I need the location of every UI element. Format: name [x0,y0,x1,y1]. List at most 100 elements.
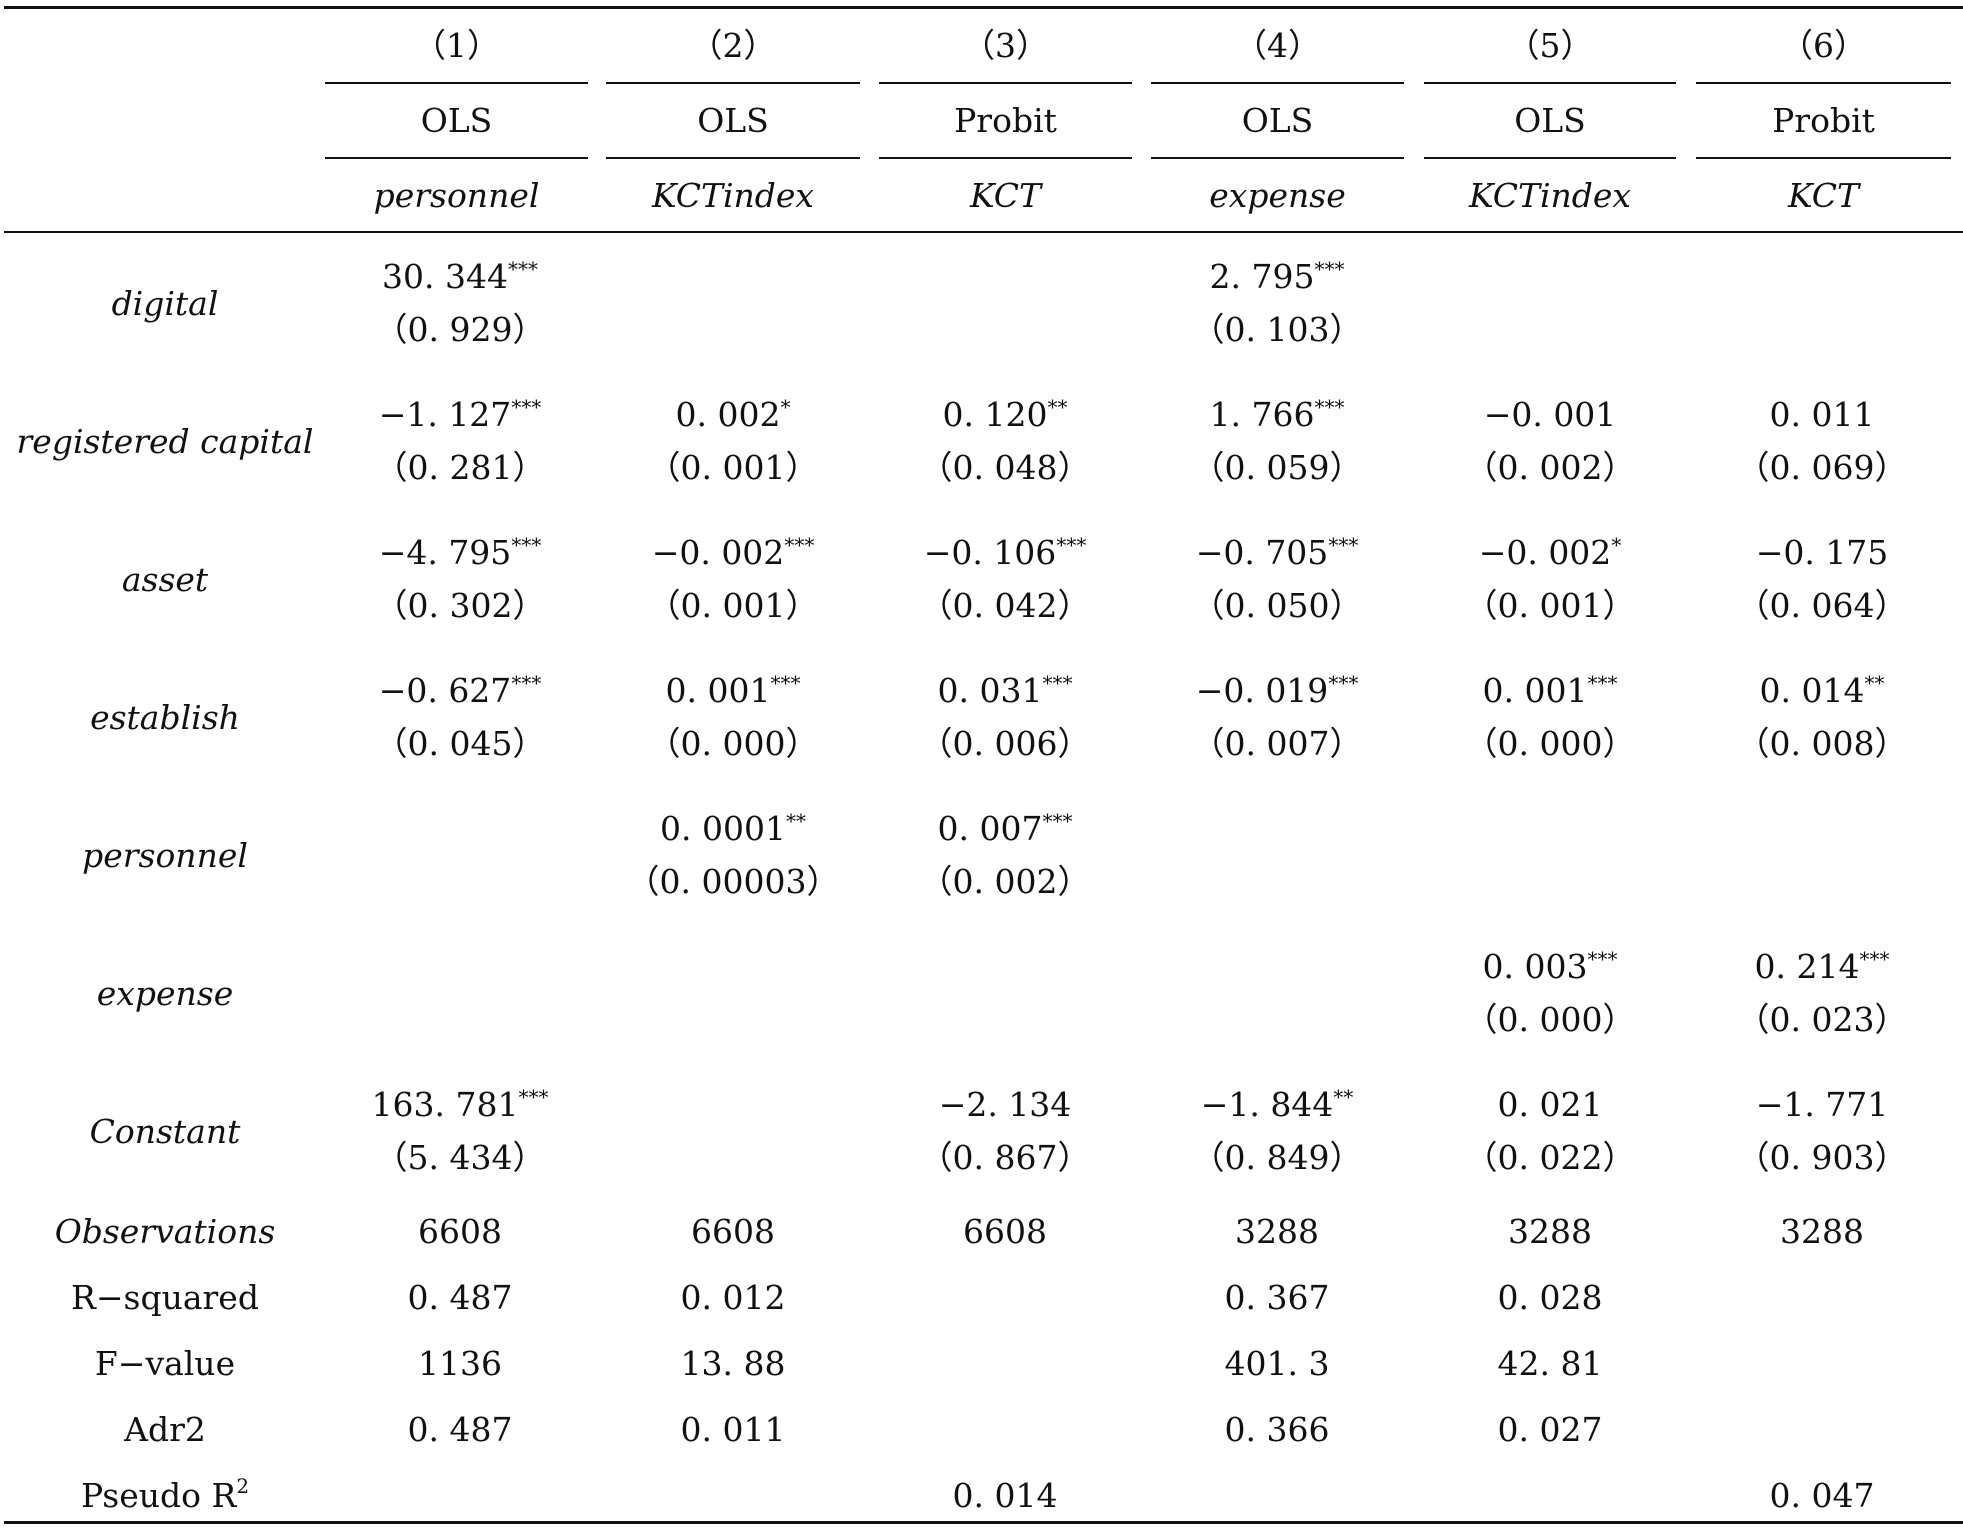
significance-stars: *** [1314,395,1345,419]
stat-label-text: F−value [94,1344,236,1383]
column-method: OLS [697,101,769,140]
significance-stars: *** [511,533,542,557]
stat-value: 401. 3 [1224,1344,1330,1383]
stat-value: 0. 014 [952,1476,1058,1515]
significance-stars: ** [1333,1085,1354,1109]
significance-stars: ** [785,809,806,833]
standard-error: （0. 103） [1191,310,1363,349]
significance-stars: *** [511,671,542,695]
standard-error: （0. 000） [647,724,819,763]
coefficient: −0. 175 [1755,533,1889,572]
coefficient: 0. 0001 [660,809,786,848]
table-cell: 30. 344*** （0. 929） [330,257,590,350]
table-cell: 1. 766*** （0. 059） [1147,395,1407,488]
row-label: Constant [89,1112,241,1151]
table-cell: −2. 134 （0. 867） [875,1085,1135,1178]
stat-label: Adr2 [0,1410,330,1450]
significance-stars: *** [770,671,801,695]
coefficient: 0. 031 [937,671,1043,710]
stat-label: Pseudo R2 [0,1476,330,1516]
coefficient: 0. 021 [1497,1085,1603,1124]
stat-value: 6608 [691,1212,775,1251]
column-method: OLS [1514,101,1586,140]
significance-stars: *** [507,257,538,281]
significance-stars: *** [1587,671,1618,695]
standard-error: （0. 002） [919,862,1091,901]
table-cell: −1. 127*** （0. 281） [330,395,590,488]
significance-stars: * [780,395,791,419]
stat-value: 0. 366 [1224,1410,1330,1449]
table-cell: 0. 014** （0. 008） [1692,671,1952,764]
table-cell [603,1085,863,1098]
coefficient: 0. 002 [675,395,781,434]
standard-error: （0. 045） [374,724,546,763]
coefficient: −0. 627 [378,671,512,710]
coefficient: −0. 019 [1195,671,1329,710]
column-subrule [325,82,588,84]
standard-error: （0. 001） [647,586,819,625]
column-dependent-variable: personnel [373,176,540,215]
row-label: expense [96,974,234,1013]
column-subrule [606,82,860,84]
significance-stars: *** [1042,809,1073,833]
stat-value: 3288 [1235,1212,1319,1251]
significance-stars: *** [1328,671,1359,695]
table-cell: −0. 106*** （0. 042） [875,533,1135,626]
standard-error: （0. 867） [919,1138,1091,1177]
column-number: （5） [1506,26,1594,65]
table-cell: 0. 011 （0. 069） [1692,395,1952,488]
column-number: （6） [1780,26,1867,65]
table-cell [1147,809,1407,822]
standard-error: （0. 048） [919,448,1091,487]
column-method: OLS [1241,101,1314,140]
significance-stars: *** [1859,947,1890,971]
coefficient: 0. 003 [1482,947,1588,986]
significance-stars: *** [518,1085,549,1109]
column-subrule [879,82,1132,84]
stat-value: 0. 011 [680,1410,786,1449]
table-cell [603,947,863,960]
table-cell [1420,257,1680,270]
coefficient: 2. 795 [1209,257,1315,296]
standard-error: （0. 281） [374,448,546,487]
stat-label-text: Observations [54,1212,276,1251]
stat-label-text: R−squared [71,1278,259,1317]
coefficient: −0. 002 [651,533,785,572]
coefficient: 163. 781 [371,1085,519,1124]
stat-value: 0. 012 [680,1278,786,1317]
stat-value: 0. 027 [1497,1410,1603,1449]
standard-error: （0. 022） [1464,1138,1636,1177]
table-cell [603,257,863,270]
standard-error: （0. 849） [1191,1138,1363,1177]
table-cell [1692,809,1952,822]
column-method: Probit [954,101,1057,140]
table-cell: 2. 795*** （0. 103） [1147,257,1407,350]
stat-value: 6608 [963,1212,1047,1251]
coefficient: −0. 001 [1483,395,1617,434]
coefficient: −0. 106 [923,533,1057,572]
table-cell: 0. 007*** （0. 002） [875,809,1135,902]
standard-error: （0. 929） [374,310,546,349]
table-cell: −0. 002*** （0. 001） [603,533,863,626]
stat-label: F−value [0,1344,330,1384]
table-cell [875,257,1135,270]
stat-value: 42. 81 [1497,1344,1603,1383]
table-cell: 0. 120** （0. 048） [875,395,1135,488]
column-number: （1） [413,26,500,65]
stat-value: 0. 367 [1224,1278,1330,1317]
significance-stars: *** [1587,947,1618,971]
table-cell: 0. 214*** （0. 023） [1692,947,1952,1040]
top-rule [4,6,1963,9]
column-subrule [606,157,860,159]
bottom-rule [4,1521,1963,1524]
table-cell [875,947,1135,960]
standard-error: （0. 006） [919,724,1091,763]
table-cell: 0. 021 （0. 022） [1420,1085,1680,1178]
column-dependent-variable: KCTindex [1468,176,1632,215]
coefficient: −1. 127 [378,395,512,434]
table-cell: 0. 002* （0. 001） [603,395,863,488]
coefficient: 0. 214 [1754,947,1860,986]
coefficient: 0. 007 [937,809,1043,848]
table-cell: −0. 627*** （0. 045） [330,671,590,764]
column-dependent-variable: KCTindex [651,176,815,215]
